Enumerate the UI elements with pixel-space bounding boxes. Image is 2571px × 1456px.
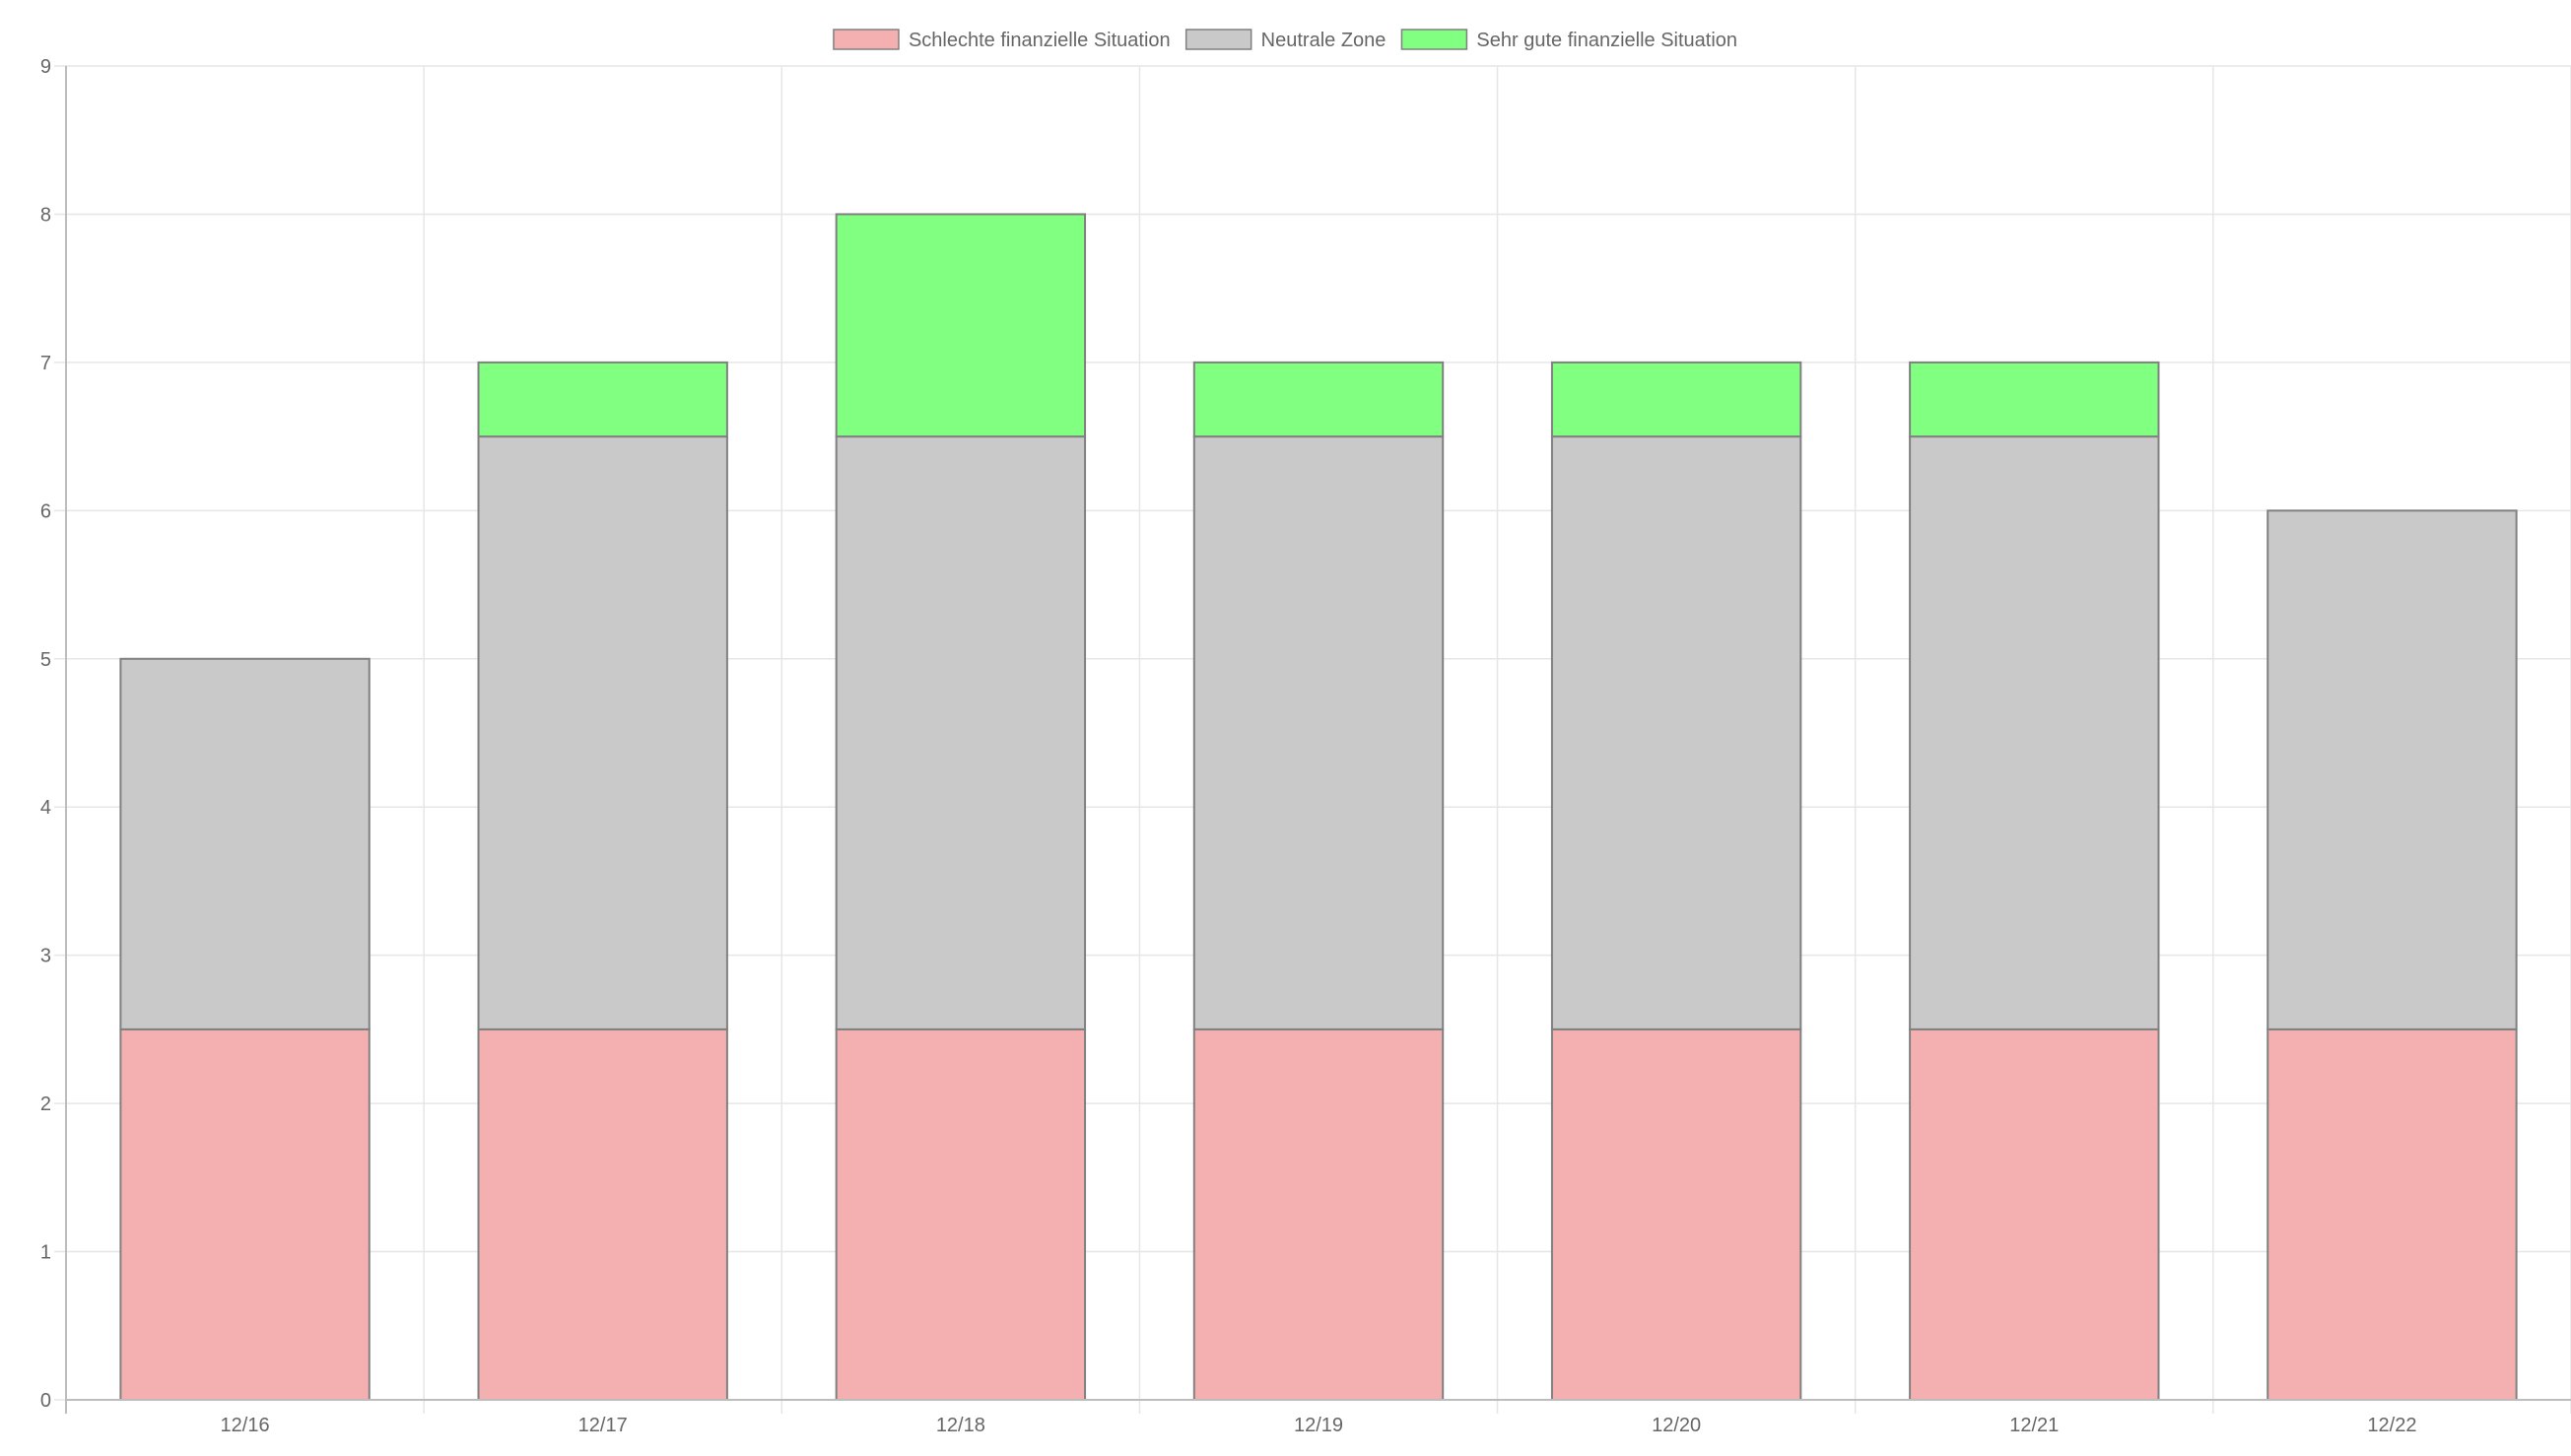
bar-segment[interactable]: [1909, 1027, 2160, 1402]
legend-swatch: [1184, 29, 1252, 50]
legend[interactable]: Schlechte finanzielle Situation Neutrale …: [833, 29, 1737, 51]
x-tick-label: 12/16: [221, 1415, 270, 1436]
bar-segment[interactable]: [2267, 509, 2518, 1030]
bars: [119, 213, 2518, 1402]
legend-label: Neutrale Zone: [1261, 30, 1387, 51]
bar-segment[interactable]: [2267, 1027, 2518, 1402]
axes: 0 1 2 3 4 5 6 7 8 9 12/16 12/17 12/18 12/19 12/20 12/21…: [40, 56, 2571, 1436]
bar-segment[interactable]: [1550, 1027, 1802, 1402]
bar-segment[interactable]: [119, 657, 371, 1030]
bar-segment[interactable]: [1550, 435, 1802, 1030]
bar-segment[interactable]: [835, 435, 1087, 1030]
y-tick-label: 9: [40, 56, 51, 78]
bar-segment[interactable]: [477, 1027, 728, 1402]
legend-swatch: [1400, 29, 1468, 50]
bar-segment[interactable]: [119, 1027, 371, 1402]
legend-swatch: [833, 29, 900, 50]
legend-item[interactable]: Neutrale Zone: [1184, 29, 1387, 51]
y-tick-label: 6: [40, 500, 51, 522]
x-tick-label: 12/21: [2009, 1415, 2059, 1436]
x-tick-label: 12/22: [2367, 1415, 2416, 1436]
legend-item[interactable]: Sehr gute finanzielle Situation: [1400, 29, 1737, 51]
bar-segment[interactable]: [835, 1027, 1087, 1402]
legend-label: Schlechte finanzielle Situation: [909, 30, 1171, 51]
x-tick-label: 12/20: [1652, 1415, 1701, 1436]
y-tick-label: 3: [40, 946, 51, 967]
bar-segment[interactable]: [1192, 361, 1445, 438]
y-tick-label: 8: [40, 204, 51, 226]
x-tick-label: 12/18: [936, 1415, 985, 1436]
bar-segment[interactable]: [477, 361, 728, 438]
x-tick-label: 12/17: [578, 1415, 628, 1436]
y-tick-label: 4: [40, 797, 51, 819]
legend-label: Sehr gute finanzielle Situation: [1476, 30, 1737, 51]
bar-segment[interactable]: [1192, 435, 1445, 1030]
x-tick-label: 12/19: [1294, 1415, 1343, 1436]
y-tick-label: 2: [40, 1093, 51, 1115]
bar-segment[interactable]: [1909, 361, 2160, 438]
bar-segment[interactable]: [477, 435, 728, 1030]
bar-segment[interactable]: [1909, 435, 2160, 1030]
y-tick-label: 7: [40, 353, 51, 374]
legend-item[interactable]: Schlechte finanzielle Situation: [833, 29, 1171, 51]
bar-segment[interactable]: [1550, 361, 1802, 438]
bar-segment[interactable]: [1192, 1027, 1445, 1402]
y-tick-label: 1: [40, 1242, 51, 1264]
bar-segment[interactable]: [835, 213, 1087, 438]
y-tick-label: 5: [40, 649, 51, 671]
y-tick-label: 0: [40, 1390, 51, 1412]
